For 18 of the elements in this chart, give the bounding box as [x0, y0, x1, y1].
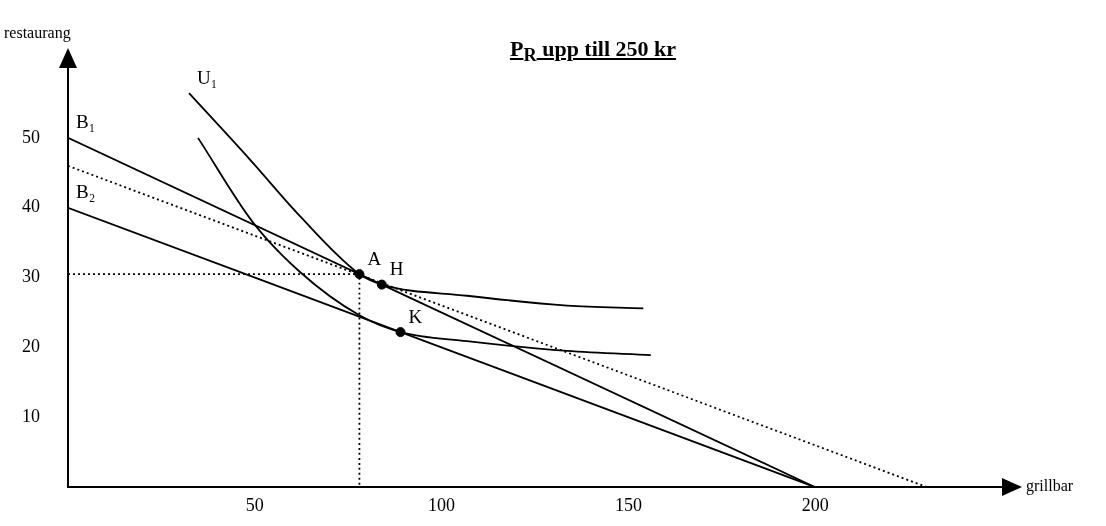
x-tick-label: 150 [614, 494, 642, 515]
y-tick-label: 30 [22, 266, 40, 287]
annotation: K [408, 305, 423, 327]
annotation: B₂ [76, 181, 96, 203]
x-tick-label: 200 [801, 494, 829, 515]
y-tick-label: 50 [22, 126, 40, 147]
annotation: H [389, 258, 404, 280]
annotation: U₁ [197, 66, 218, 88]
chart-title: P$_{R}$ upp till 250 kr [509, 36, 677, 66]
y-tick-label: 40 [22, 196, 40, 217]
y-tick-label: 20 [22, 336, 40, 357]
x-tick-label: 100 [428, 494, 456, 515]
annotation: A [367, 247, 382, 269]
x-axis-title: grillbar [1026, 477, 1074, 496]
x-tick-label: 50 [245, 494, 264, 515]
y-axis-title: restaurang [4, 24, 71, 43]
annotation: B₁ [76, 111, 96, 133]
y-tick-label: 10 [22, 406, 40, 427]
